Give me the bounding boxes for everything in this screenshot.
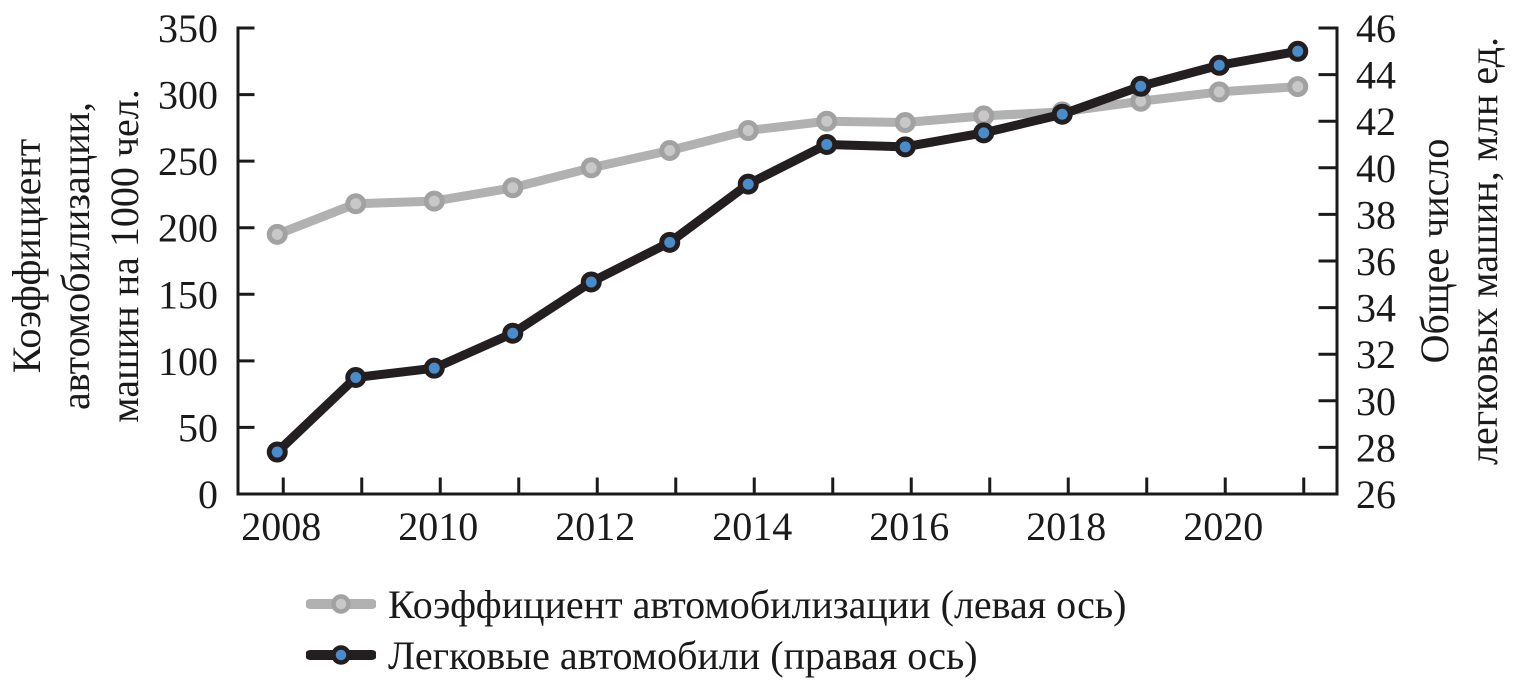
data-point-marker — [423, 190, 445, 212]
right-axis-tick-label: 40 — [1356, 146, 1396, 191]
x-axis-tick-label: 2018 — [1026, 504, 1106, 549]
left-axis-tick-label: 100 — [158, 339, 218, 384]
right-axis-tick-label: 30 — [1356, 379, 1396, 424]
data-point-marker — [502, 322, 524, 344]
data-point-marker — [580, 271, 602, 293]
data-point-marker — [816, 110, 838, 132]
data-point-marker — [502, 177, 524, 199]
right-axis-tick-label: 32 — [1356, 332, 1396, 377]
legend: Коэффициент автомобилизации (левая ось) … — [306, 580, 1126, 679]
data-point-marker — [580, 157, 602, 179]
data-point-marker — [1208, 81, 1230, 103]
data-point-marker — [1130, 75, 1152, 97]
x-axis-tick-label: 2010 — [398, 504, 478, 549]
data-point-marker — [737, 120, 759, 142]
series-line-0 — [272, 82, 1303, 239]
legend-marker-svg — [306, 594, 376, 614]
x-axis-tick-label: 2008 — [241, 504, 321, 549]
left-axis-title-line: машин на 1000 чел. — [102, 89, 147, 423]
legend-label: Коэффициент автомобилизации (левая ось) — [388, 581, 1127, 627]
right-axis-title-line: легковых машин, млн ед. — [1461, 37, 1506, 465]
data-point-marker — [894, 112, 916, 134]
data-point-marker — [973, 105, 995, 127]
black-blue-line-marker-icon — [306, 641, 376, 669]
x-axis-tick-label: 2014 — [712, 504, 792, 549]
right-axis-title-line: Общее число — [1412, 138, 1457, 364]
data-point-marker — [659, 231, 681, 253]
data-point-marker — [659, 139, 681, 161]
data-point-marker — [1208, 54, 1230, 76]
data-point-marker — [266, 441, 288, 463]
data-point-marker — [1287, 76, 1309, 98]
legend-point-sample — [331, 645, 351, 665]
data-point-marker — [345, 193, 367, 215]
right-axis-tick-label: 38 — [1356, 192, 1396, 237]
data-point-marker — [1051, 103, 1073, 125]
gray-line-marker-icon — [306, 590, 376, 618]
left-axis-tick-label: 300 — [158, 73, 218, 118]
left-axis-tick-label: 250 — [158, 139, 218, 184]
data-point-marker — [1287, 40, 1309, 62]
data-point-marker — [737, 173, 759, 195]
right-axis-tick-label: 36 — [1356, 239, 1396, 284]
right-axis-tick-label: 46 — [1356, 6, 1396, 51]
left-axis-tick-label: 50 — [178, 405, 218, 450]
left-axis-tick-label: 350 — [158, 6, 218, 51]
legend-item-motorization-rate: Коэффициент автомобилизации (левая ось) — [306, 580, 1126, 628]
legend-item-passenger-cars: Легковые автомобили (правая ось) — [306, 631, 1126, 679]
data-point-marker — [345, 367, 367, 388]
right-axis-tick-label: 42 — [1356, 99, 1396, 144]
right-axis-title: Общее число легковых машин, млн ед. — [1410, 0, 1510, 531]
data-point-marker — [894, 136, 916, 158]
data-point-marker — [266, 223, 288, 245]
left-axis-tick-label: 150 — [158, 272, 218, 317]
left-axis-title-line: Коэффициент — [4, 138, 49, 374]
right-axis-tick-label: 44 — [1356, 53, 1396, 98]
left-axis-tick-label: 0 — [198, 472, 218, 517]
left-axis-title-line: автомобилизации, — [53, 101, 98, 411]
right-axis-tick-label: 26 — [1356, 472, 1396, 517]
x-axis-tick-label: 2012 — [555, 504, 635, 549]
data-point-marker — [423, 357, 445, 379]
data-point-marker — [973, 122, 995, 144]
right-axis-tick-label: 28 — [1356, 425, 1396, 470]
left-axis-tick-label: 200 — [158, 206, 218, 251]
series-line-1 — [272, 46, 1303, 457]
x-axis-tick-label: 2020 — [1183, 504, 1263, 549]
left-axis-title: Коэффициент автомобилизации, машин на 10… — [2, 0, 152, 536]
right-axis-tick-label: 34 — [1356, 286, 1396, 331]
legend-label: Легковые автомобили (правая ось) — [388, 632, 978, 678]
legend-marker-svg — [306, 645, 376, 665]
legend-point-sample — [331, 594, 351, 614]
x-axis-tick-label: 2016 — [869, 504, 949, 549]
data-point-marker — [816, 134, 838, 155]
